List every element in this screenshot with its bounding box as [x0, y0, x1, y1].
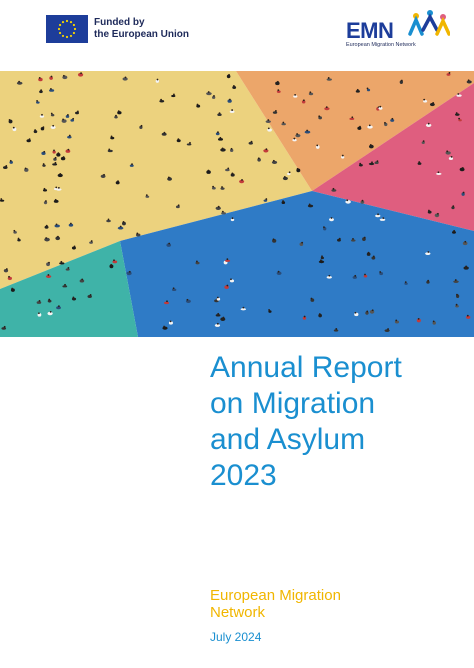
- organization-name: European Migration Network: [210, 587, 341, 621]
- eu-funding-badge: Funded by the European Union: [46, 14, 189, 44]
- emn-acronym: EMN: [346, 18, 394, 43]
- emn-subtitle: European Migration Network: [346, 42, 416, 48]
- eu-flag-icon: [46, 15, 88, 43]
- people-stars-icon: [408, 10, 450, 36]
- publication-date: July 2024: [210, 630, 262, 644]
- eu-funding-text: Funded by the European Union: [94, 17, 189, 41]
- eu-funding-line-1: Funded by: [94, 17, 145, 28]
- title-line-3: and Asylum: [210, 423, 366, 456]
- organization-line-1: European Migration: [210, 587, 341, 604]
- organization-line-2: Network: [210, 604, 266, 621]
- cover-image: [0, 71, 474, 337]
- emn-logo: EMN European Migration Network: [346, 8, 450, 50]
- report-title: Annual Report on Migration and Asylum 20…: [210, 350, 460, 494]
- eu-funding-line-2: the European Union: [94, 29, 189, 40]
- title-line-2: on Migration: [210, 387, 376, 420]
- title-line-1: Annual Report: [210, 351, 402, 384]
- title-line-4: 2023: [210, 459, 277, 492]
